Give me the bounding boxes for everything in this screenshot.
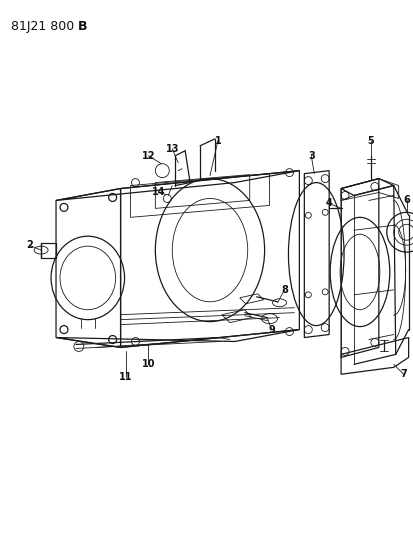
Text: 9: 9 (268, 325, 274, 335)
Text: 8: 8 (280, 285, 287, 295)
Text: 10: 10 (141, 359, 155, 369)
Text: 2: 2 (26, 240, 33, 250)
Text: B: B (78, 20, 87, 33)
Text: 81J21 800: 81J21 800 (11, 20, 74, 33)
Text: 3: 3 (307, 151, 314, 161)
Text: 14: 14 (151, 188, 165, 198)
Text: 5: 5 (367, 136, 373, 146)
Text: 7: 7 (399, 369, 406, 379)
Text: 1: 1 (214, 136, 221, 146)
Text: 12: 12 (141, 151, 155, 161)
Text: 6: 6 (402, 196, 409, 205)
Text: 11: 11 (119, 372, 132, 382)
Text: 4: 4 (325, 198, 332, 208)
Text: 13: 13 (165, 144, 178, 154)
